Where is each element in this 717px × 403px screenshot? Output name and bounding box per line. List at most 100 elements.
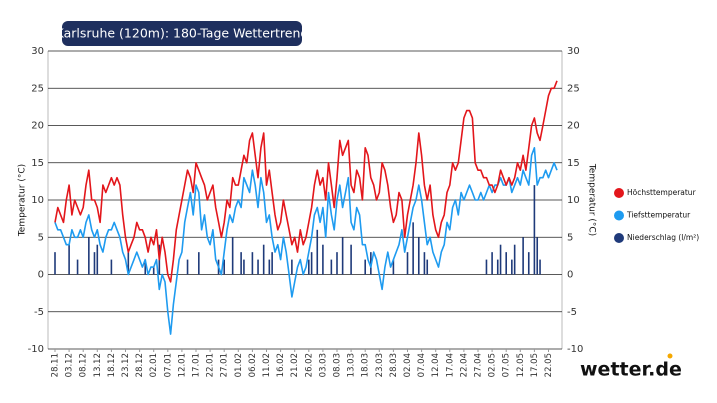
precip-bar xyxy=(186,259,189,275)
x-tick-label: 08.12 xyxy=(79,353,89,377)
precip-bar xyxy=(364,259,366,275)
y2-tick-label: 5 xyxy=(567,232,573,243)
y-tick-label: 0 xyxy=(38,270,44,281)
y2-tick-label: -5 xyxy=(567,307,577,318)
x-tick-label: 22.04 xyxy=(459,353,469,377)
y-tick-label: 25 xyxy=(31,83,44,94)
precip-bar xyxy=(336,252,338,275)
x-tick-label: 28.12 xyxy=(135,353,145,377)
x-tick-label: 17.05 xyxy=(530,353,540,377)
precip-bar xyxy=(322,244,324,275)
precip-bar xyxy=(310,252,313,275)
precip-bar xyxy=(491,252,493,275)
precip-bar xyxy=(271,252,273,275)
y2-tick-label: 10 xyxy=(567,195,580,206)
y-tick-label: 30 xyxy=(31,46,44,57)
x-tick-label: 02.01 xyxy=(149,353,159,377)
precip-bar xyxy=(392,259,395,275)
precip-bar xyxy=(268,259,271,275)
x-tick-label: 18.12 xyxy=(107,353,117,377)
x-tick-label: 26.02 xyxy=(304,353,314,377)
precip-bar xyxy=(341,237,344,275)
x-tick-label: 12.05 xyxy=(516,353,526,377)
precip-bar xyxy=(96,244,99,275)
precip-bar xyxy=(499,244,502,275)
precip-bar xyxy=(223,259,225,275)
x-tick-label: 21.02 xyxy=(290,353,300,377)
precip-bar xyxy=(423,252,426,275)
precip-bar xyxy=(257,259,259,275)
precip-bar xyxy=(412,222,414,275)
x-tick-label: 16.02 xyxy=(276,353,286,377)
y-tick-label: 5 xyxy=(38,232,44,243)
x-tick-label: 17.04 xyxy=(445,353,455,377)
precip-bar xyxy=(496,259,499,275)
precip-bar xyxy=(511,259,513,275)
y-axis-label: Temperatur (°C) xyxy=(18,164,28,237)
y-tick-label: 15 xyxy=(31,158,44,169)
y2-tick-label: 30 xyxy=(567,46,580,57)
precip-bar xyxy=(536,237,539,275)
precip-bar xyxy=(110,259,113,275)
y-tick-label: 10 xyxy=(31,195,44,206)
precip-bar xyxy=(513,244,516,275)
x-tick-label: 02.04 xyxy=(403,353,413,377)
precip-bar xyxy=(417,237,420,275)
precip-bar xyxy=(243,259,245,275)
x-tick-label: 22.01 xyxy=(206,353,216,377)
y2-tick-label: 15 xyxy=(567,158,580,169)
precip-bar xyxy=(527,252,530,275)
x-tick-label: 12.01 xyxy=(177,353,187,377)
precip-bar xyxy=(316,229,319,275)
temp-line xyxy=(54,147,558,335)
legend-label: Niederschlag (l/m²) xyxy=(627,233,699,242)
title-box xyxy=(62,21,302,46)
precip-bar xyxy=(406,252,409,275)
precip-bar xyxy=(68,244,70,275)
logo-dot xyxy=(667,353,673,359)
y2-tick-label: 0 xyxy=(567,270,573,281)
precip-bar xyxy=(231,237,234,275)
x-tick-label: 07.04 xyxy=(417,353,427,377)
legend-label: Höchsttemperatur xyxy=(627,188,697,197)
precip-bar xyxy=(505,252,507,275)
legend-marker xyxy=(614,233,624,243)
precip-bar xyxy=(262,244,265,275)
x-tick-label: 27.01 xyxy=(220,353,230,377)
x-tick-label: 18.03 xyxy=(361,353,371,377)
legend-marker xyxy=(614,188,624,198)
x-tick-label: 13.12 xyxy=(93,353,103,377)
y-tick-label: -10 xyxy=(28,344,44,355)
precip-bar xyxy=(426,259,429,275)
precip-bar xyxy=(539,259,541,275)
legend-label: Tiefsttemperatur xyxy=(626,211,691,220)
temp-line xyxy=(54,80,558,283)
y2-axis-label: Temperatur (°C) xyxy=(587,163,597,236)
logo: wetter.de xyxy=(580,359,682,381)
precip-bar xyxy=(88,237,90,275)
precip-bar xyxy=(54,252,56,275)
x-tick-label: 28.03 xyxy=(389,353,399,377)
precip-bar xyxy=(330,259,333,275)
y-tick-label: 20 xyxy=(31,121,44,132)
y2-tick-label: 20 xyxy=(567,121,580,132)
x-tick-label: 13.03 xyxy=(347,353,357,377)
precip-bar xyxy=(198,252,200,275)
x-tick-label: 06.02 xyxy=(248,353,258,377)
x-tick-label: 28.11 xyxy=(51,353,61,377)
x-tick-label: 07.05 xyxy=(502,353,512,377)
y-tick-label: -5 xyxy=(34,307,44,318)
x-tick-label: 02.05 xyxy=(488,353,498,377)
precip-bar xyxy=(144,259,147,275)
precip-bar xyxy=(308,259,310,275)
x-tick-label: 03.03 xyxy=(318,353,328,377)
legend-marker xyxy=(614,210,624,221)
precip-bar xyxy=(350,244,352,275)
precip-bar xyxy=(240,252,242,275)
precip-bar xyxy=(522,237,524,275)
x-tick-label: 27.04 xyxy=(474,353,484,377)
x-tick-label: 08.03 xyxy=(333,353,343,377)
y2-tick-label: 25 xyxy=(567,83,580,94)
precip-bar xyxy=(93,252,96,275)
